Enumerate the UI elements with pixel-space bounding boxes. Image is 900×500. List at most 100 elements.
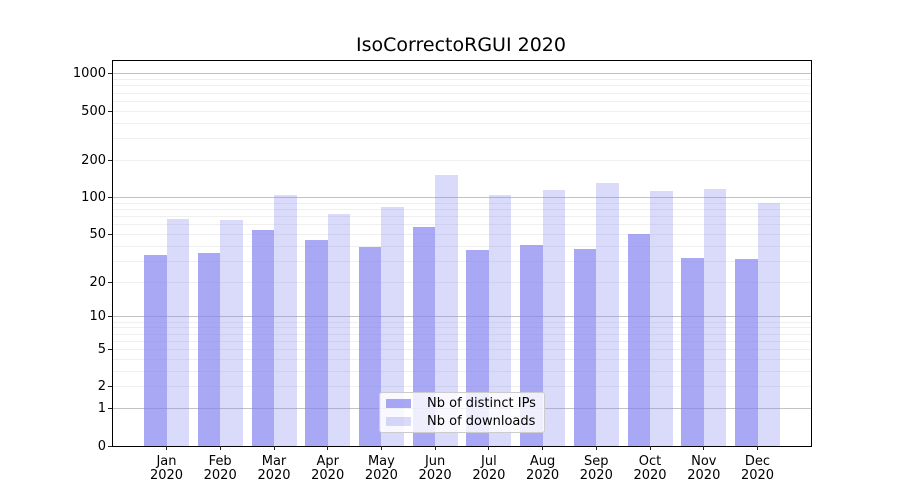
y-tick-mark <box>108 233 112 235</box>
y-tick-mark <box>108 349 112 350</box>
grid-line-minor <box>113 92 811 94</box>
y-tick-mark <box>108 408 112 410</box>
grid-line-minor <box>113 358 811 360</box>
grid-line-minor <box>113 370 811 372</box>
bar-downloads <box>220 219 243 446</box>
bar-downloads <box>488 195 512 446</box>
x-tick-mark <box>757 446 758 450</box>
x-tick-label: Dec 2020 <box>740 454 775 483</box>
y-tick-label: 10 <box>89 309 106 325</box>
bar-downloads <box>703 188 727 446</box>
y-tick-label: 100 <box>81 189 106 205</box>
x-tick-mark <box>219 446 221 450</box>
x-tick-mark <box>273 446 275 450</box>
grid-line-minor <box>113 321 811 323</box>
plot-area: 0 1 2 5 10 20 50 100 200 500 1000 Jan 2020 Feb 2020 Mar… <box>73 60 812 483</box>
bar-distinct-ips <box>305 239 328 446</box>
legend: Nb of distinct IPs Nb of downloads <box>379 392 545 433</box>
x-tick-label: May 2020 <box>364 454 398 483</box>
x-tick-mark <box>488 446 490 450</box>
legend-swatch-downloads <box>386 417 411 426</box>
x-tick-label: Feb 2020 <box>203 454 237 483</box>
x-tick-label: Aug 2020 <box>526 454 560 483</box>
x-tick-mark <box>595 446 597 450</box>
grid-line-minor <box>113 233 811 235</box>
y-tick-label: 1 <box>97 401 106 417</box>
y-tick-label: 50 <box>89 226 106 242</box>
grid-line-major <box>113 196 811 198</box>
bar-downloads <box>381 207 404 446</box>
grid-line-minor <box>113 208 811 210</box>
x-tick-mark <box>703 446 705 450</box>
y-tick-mark <box>108 316 112 318</box>
bar-distinct-ips <box>412 227 436 446</box>
grid-line-minor <box>113 327 811 329</box>
grid-line-minor <box>113 110 811 112</box>
grid-line-minor <box>113 138 811 140</box>
y-tick-mark <box>108 386 112 388</box>
grid-line-minor <box>113 349 811 350</box>
bar-downloads <box>650 190 673 446</box>
grid-line-minor <box>113 215 811 217</box>
x-tick-label: Jun 2020 <box>418 454 452 483</box>
x-tick-mark <box>327 446 329 450</box>
y-tick-label: 5 <box>97 342 106 357</box>
x-tick-mark <box>649 446 651 450</box>
grid-line-major <box>113 316 811 318</box>
x-tick-mark <box>434 446 436 450</box>
y-tick-mark <box>108 73 112 75</box>
grid-line-minor <box>113 333 811 335</box>
grid-line-minor <box>113 281 811 283</box>
grid-line-minor <box>113 122 811 124</box>
bar-downloads <box>166 218 189 446</box>
bar-distinct-ips <box>735 259 758 446</box>
y-tick-label: 20 <box>89 274 106 290</box>
bar-downloads <box>274 194 297 446</box>
bar-downloads <box>542 189 566 446</box>
legend-item-downloads: Nb of downloads <box>386 414 538 429</box>
bar-distinct-ips <box>144 254 167 446</box>
x-tick-label: Sep 2020 <box>579 454 613 483</box>
x-tick-mark <box>166 446 167 450</box>
grid-line-minor <box>113 100 811 102</box>
legend-item-distinct-ips: Nb of distinct IPs <box>386 396 538 411</box>
x-tick-label: Nov 2020 <box>687 454 721 483</box>
legend-label-downloads: Nb of downloads <box>427 414 536 429</box>
bar-downloads <box>757 203 780 446</box>
grid-line-minor <box>113 340 811 342</box>
y-tick-mark <box>108 445 112 447</box>
grid-line-minor <box>113 386 811 388</box>
y-tick-label: 2 <box>97 379 106 395</box>
bar-downloads <box>327 214 351 446</box>
grid-line-minor <box>113 79 811 80</box>
grid-line-minor <box>113 260 811 262</box>
y-tick-mark <box>108 110 112 112</box>
grid-line-minor <box>113 159 811 161</box>
y-tick-mark <box>108 281 112 283</box>
bar-distinct-ips <box>358 247 382 446</box>
legend-swatch-distinct-ips <box>386 399 411 408</box>
bar-distinct-ips <box>573 248 597 446</box>
grid-line-minor <box>113 224 811 226</box>
x-tick-mark <box>542 446 544 450</box>
grid-line-minor <box>113 202 811 204</box>
y-tick-label: 200 <box>81 152 106 168</box>
bar-downloads <box>596 183 619 446</box>
x-tick-label: Oct 2020 <box>633 454 667 483</box>
y-tick-label: 500 <box>81 103 106 119</box>
bar-downloads <box>435 174 458 446</box>
grid-line-major <box>113 73 811 75</box>
bar-distinct-ips <box>251 230 274 446</box>
bar-distinct-ips <box>197 253 221 446</box>
y-tick-mark <box>108 159 112 161</box>
x-tick-label: Apr 2020 <box>311 454 345 483</box>
x-tick-mark <box>380 446 382 450</box>
bar-distinct-ips <box>627 234 650 446</box>
y-tick-mark <box>108 196 112 198</box>
y-tick-label: 0 <box>97 438 106 454</box>
x-tick-label: Jan 2020 <box>149 454 184 483</box>
x-tick-label: Mar 2020 <box>257 454 291 483</box>
grid-line-minor <box>113 245 811 247</box>
y-tick-label: 1000 <box>72 66 106 82</box>
